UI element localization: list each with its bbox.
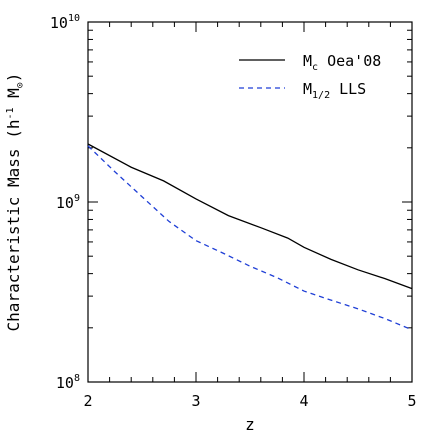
x-tick-label: 5 <box>407 392 416 410</box>
y-tick-label: 108 <box>56 373 80 392</box>
y-title-main: Characteristic Mass (h <box>4 120 23 332</box>
y-tick-label-exponent: 8 <box>74 373 80 384</box>
x-tick-label: 2 <box>83 392 92 410</box>
legend-mc-rest: Oea'08 <box>318 52 381 70</box>
y-tick-label-exponent: 10 <box>68 13 80 24</box>
x-tick-label: 4 <box>299 392 308 410</box>
x-tick-label: 3 <box>191 392 200 410</box>
y-tick-label: 1010 <box>50 13 80 32</box>
y-title-sup: -1 <box>5 107 16 119</box>
y-tick-label-exponent: 9 <box>74 193 80 204</box>
y-title-close: ) <box>4 73 23 83</box>
y-axis-title: Characteristic Mass (h-1 M⊙) <box>4 73 26 332</box>
legend: Mc Oea'08 M1/2 LLS <box>239 52 381 101</box>
legend-mhalf-rest: LLS <box>330 80 366 98</box>
y-title-mid: M <box>4 88 23 107</box>
y-tick-label-base: 10 <box>56 374 74 392</box>
y-title-sub: ⊙ <box>15 82 26 88</box>
legend-mc-sub: c <box>312 62 318 73</box>
legend-mhalf-sub: 1/2 <box>312 90 330 101</box>
legend-mhalf-main: M <box>303 80 312 98</box>
series-line-mhalf <box>87 145 413 331</box>
legend-mc-main: M <box>303 52 312 70</box>
x-axis-title: z <box>245 415 255 434</box>
legend-label-mc: Mc Oea'08 <box>303 52 381 73</box>
y-tick-label-base: 10 <box>50 14 68 32</box>
y-tick-label-base: 10 <box>56 194 74 212</box>
plot-frame <box>87 21 413 383</box>
legend-label-mhalf: M1/2 LLS <box>303 80 366 101</box>
y-tick-label: 109 <box>56 193 80 212</box>
series-line-mc <box>87 143 413 290</box>
series-lines <box>87 143 413 331</box>
axis-ticks <box>87 21 413 383</box>
